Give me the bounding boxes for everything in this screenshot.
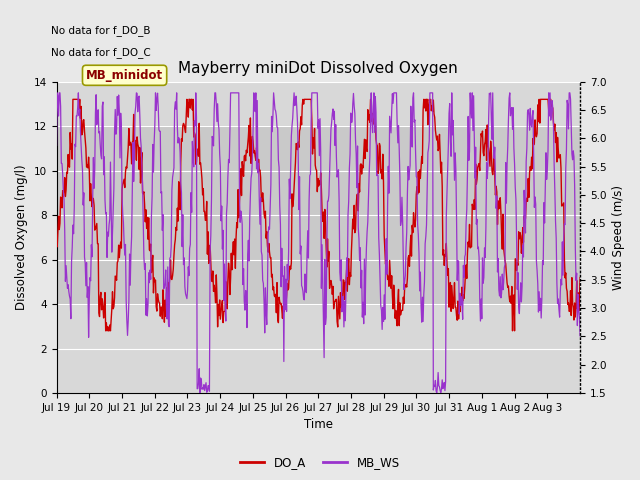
Title: Mayberry miniDot Dissolved Oxygen: Mayberry miniDot Dissolved Oxygen bbox=[179, 61, 458, 76]
Text: MB_minidot: MB_minidot bbox=[86, 69, 163, 82]
Legend: DO_A, MB_WS: DO_A, MB_WS bbox=[236, 452, 404, 474]
Text: No data for f_DO_C: No data for f_DO_C bbox=[51, 47, 151, 58]
Bar bbox=[56, 126, 580, 304]
Text: No data for f_DO_B: No data for f_DO_B bbox=[51, 25, 151, 36]
X-axis label: Time: Time bbox=[304, 419, 333, 432]
Y-axis label: Dissolved Oxygen (mg/l): Dissolved Oxygen (mg/l) bbox=[15, 165, 28, 310]
Y-axis label: Wind Speed (m/s): Wind Speed (m/s) bbox=[612, 185, 625, 290]
